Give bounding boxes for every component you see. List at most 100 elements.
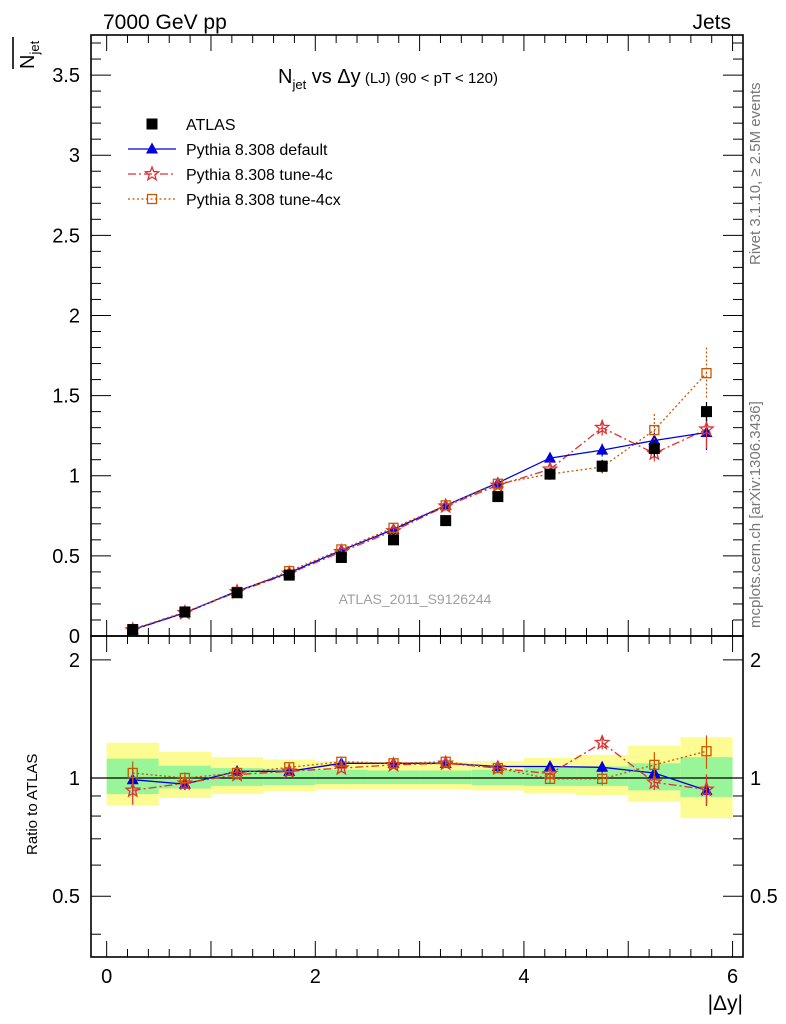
legend-marker	[143, 165, 161, 182]
ratio-y-tick-label-right: 0.5	[750, 886, 778, 908]
ratio-y-tick-label-right: 2	[750, 650, 761, 672]
data-point	[492, 491, 504, 503]
ratio-point	[597, 773, 608, 785]
data-point	[127, 624, 139, 636]
legend-label: Pythia 8.308 tune-4cx	[186, 192, 341, 209]
xlabel: |Δy|	[708, 992, 743, 1015]
ratio-point	[701, 746, 712, 757]
data-point	[701, 368, 712, 379]
data-point	[649, 424, 660, 436]
data-point	[388, 534, 400, 546]
ratio-plot: 0 2 4 6 0.5 0.5 1 1 2 2	[52, 635, 778, 988]
legend-entry: Pythia 8.308 tune-4c	[128, 165, 333, 184]
series-line	[132, 372, 707, 630]
ratio-point	[179, 772, 191, 784]
legend-label: Pythia 8.308 tune-4c	[186, 167, 333, 184]
data-point	[440, 500, 451, 511]
mcplots-label: mcplots.cern.ch [arXiv:1306.3436]	[747, 401, 764, 628]
data-point	[544, 451, 557, 463]
x-tick-label: 6	[727, 966, 738, 988]
legend-entry: Pythia 8.308 tune-4cx	[128, 192, 341, 209]
data-point	[593, 418, 611, 435]
legend-entry: ATLAS	[146, 117, 236, 134]
data-point	[596, 443, 609, 455]
data-point	[648, 442, 660, 454]
data-point	[388, 522, 399, 533]
title-sub: jet	[291, 77, 306, 92]
x-tick-label: 4	[518, 966, 529, 988]
title-small: (LJ) (90 < pT < 120)	[361, 70, 498, 87]
legend: ATLAS Pythia 8.308 default Pythia 8.308 tu…	[128, 117, 341, 209]
ratio-band-inner	[315, 769, 368, 785]
title-main: N	[278, 66, 292, 88]
svg-text:Njet: Njet	[17, 40, 42, 69]
y-tick-label: 1.5	[52, 386, 80, 408]
chart-title: Njet vs Δy (LJ) (90 < pT < 120)	[278, 66, 498, 92]
main-ylabel: Njet	[12, 37, 42, 69]
y-tick-label: 3	[69, 145, 80, 167]
ratio-band-inner	[263, 768, 316, 785]
rivet-label: Rivet 3.1.10, ≥ 2.5M events	[747, 83, 764, 266]
ylabel-sub: jet	[27, 40, 42, 55]
ratio-y-tick-label: 0.5	[52, 886, 80, 908]
data-point	[283, 569, 295, 581]
data-point	[231, 587, 243, 599]
ratio-point	[284, 762, 295, 773]
y-tick-label: 3.5	[52, 65, 80, 87]
ratio-y-tick-label: 1	[69, 768, 80, 790]
y-tick-label: 0	[69, 626, 80, 648]
ratio-line	[132, 750, 707, 780]
title-rest: vs Δy	[306, 66, 360, 88]
ratio-point	[492, 762, 503, 774]
ratio-point	[593, 733, 611, 750]
ratio-band-inner	[367, 770, 420, 785]
data-point	[440, 515, 452, 527]
watermark: ATLAS_2011_S9126244	[339, 591, 492, 607]
ratio-y-tick-label-right: 1	[750, 768, 761, 790]
y-tick-label: 2	[69, 305, 80, 327]
data-point	[492, 478, 503, 489]
ratio-y-tick-label: 2	[69, 650, 80, 672]
plot-frame	[90, 635, 744, 958]
ratio-point	[596, 760, 609, 772]
ratio-point	[440, 756, 451, 767]
legend-entry: Pythia 8.308 default	[128, 142, 328, 159]
ylabel-main: N	[17, 55, 39, 69]
data-point	[335, 551, 347, 563]
data-point	[179, 606, 191, 618]
ratio-band-inner	[471, 769, 524, 785]
header-right: Jets	[692, 11, 731, 34]
ratio-ylabel: Ratio to ATLAS	[24, 754, 41, 855]
ratio-point	[336, 756, 347, 767]
ratio-point	[649, 759, 660, 771]
legend-marker	[146, 118, 158, 130]
series-0	[127, 402, 712, 636]
ratio-band-inner	[419, 770, 472, 785]
ratio-point	[388, 758, 399, 769]
x-tick-label: 2	[310, 966, 321, 988]
y-tick-label: 1	[69, 466, 80, 488]
legend-label: ATLAS	[186, 117, 236, 134]
ratio-point	[127, 767, 138, 779]
ratio-series-3	[127, 735, 712, 786]
series-line	[132, 431, 707, 631]
ratio-point	[124, 781, 142, 798]
ratio-point	[231, 767, 243, 779]
ratio-point	[544, 773, 556, 785]
data-point	[698, 420, 715, 437]
ratio-line	[132, 741, 707, 792]
header-left: 7000 GeV pp	[103, 11, 227, 34]
main-plot: ATLAS_2011_S9126244 0 0.5 1 1.5 2 2.5 3 3.5	[52, 34, 744, 648]
legend-marker	[146, 193, 158, 205]
legend-label: Pythia 8.308 default	[186, 142, 328, 159]
ratio-point	[698, 780, 715, 797]
legend-marker	[146, 142, 158, 154]
ratio-point	[645, 773, 663, 790]
y-tick-label: 0.5	[52, 546, 80, 568]
data-point	[596, 460, 608, 472]
data-point	[544, 468, 556, 480]
x-tick-label: 0	[101, 966, 112, 988]
data-point	[700, 406, 712, 418]
y-tick-label: 2.5	[52, 225, 80, 247]
